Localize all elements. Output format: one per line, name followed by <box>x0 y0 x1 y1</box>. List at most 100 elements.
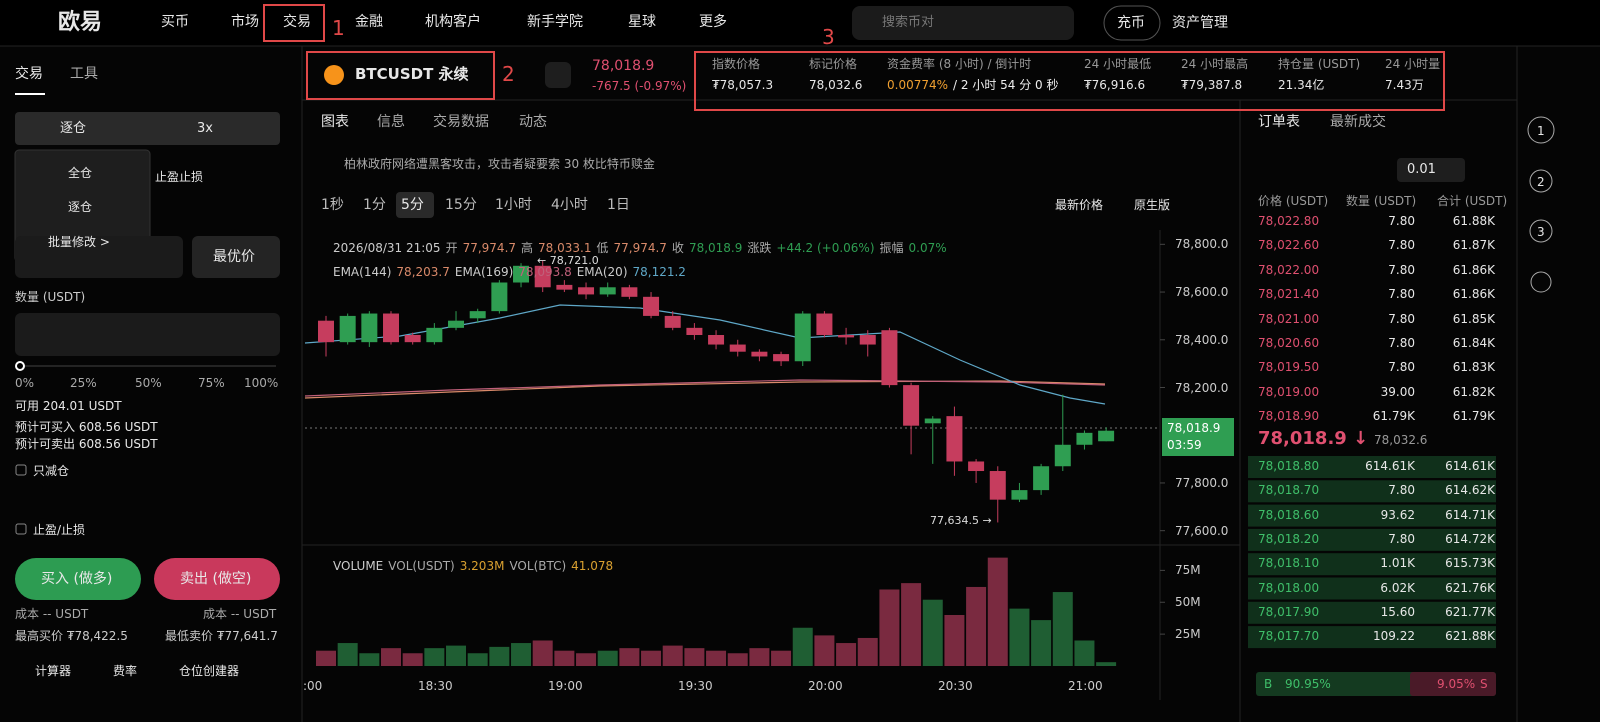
chart-ema: 78,093.8 <box>518 265 572 279</box>
candle-body <box>794 313 811 362</box>
add-icon[interactable] <box>1530 271 1552 293</box>
sell-button[interactable] <box>154 558 280 600</box>
chart-vticks-label: 75M <box>1175 563 1201 578</box>
chart-ohlc: 2026/08/31 21:05 <box>333 241 441 255</box>
interval-active <box>396 192 434 218</box>
left-tools[interactable]: 费率 <box>113 664 138 678</box>
side-circle[interactable] <box>1529 219 1553 243</box>
chart-ohlc: 77,974.7 <box>462 241 517 255</box>
star-button[interactable] <box>545 62 571 88</box>
buy-button[interactable] <box>15 558 141 600</box>
chart-tabs[interactable]: 动态 <box>519 114 547 130</box>
left-tools[interactable]: 仓位创建器 <box>179 664 240 678</box>
book-step[interactable]: 0.01 <box>1407 162 1436 177</box>
candle-body <box>318 320 334 343</box>
search-box[interactable] <box>852 6 1074 40</box>
deposit-button[interactable] <box>1103 5 1161 41</box>
volume-bar <box>381 648 402 666</box>
book-bids: 93.62 <box>1380 507 1415 522</box>
candle-body <box>534 265 551 288</box>
chart-intervals[interactable]: 5分 <box>401 197 424 213</box>
ohlc-legend: 2026/08/31 21:05 开 77,974.7 高 78,033.1 低 77,97… <box>333 240 947 256</box>
left-best[interactable]: 最优价 <box>213 249 255 265</box>
left-cost-buy: 成本 -- USDT <box>15 607 89 621</box>
candle-body <box>643 296 660 316</box>
sidebar[interactable]: 2 <box>1537 175 1545 189</box>
candle-body <box>1033 466 1050 491</box>
sidebar[interactable]: 3 <box>1537 225 1545 239</box>
btc-icon <box>324 65 344 85</box>
left-tabs[interactable]: 工具 <box>70 66 98 82</box>
nav-items[interactable]: 交易 <box>283 14 311 30</box>
left-max-buy: 最高买价 ₮78,422.5 <box>15 629 128 643</box>
chart-version[interactable]: 原生版 <box>1134 198 1171 212</box>
chart-intervals[interactable]: 1分 <box>363 197 386 213</box>
nav-items[interactable]: 星球 <box>628 14 656 30</box>
nav-items[interactable]: 金融 <box>355 14 383 30</box>
candle-body <box>708 335 725 345</box>
left-dropdown[interactable]: 批量修改 > <box>48 235 110 249</box>
ticker-change: -767.5 (-0.97%) <box>592 79 687 93</box>
chart-ohlc: 78,018.9 <box>688 241 743 255</box>
left-dropdown[interactable]: 全仓 <box>68 166 93 180</box>
nav-items[interactable]: 市场 <box>231 14 259 30</box>
best-price-button[interactable] <box>192 236 280 278</box>
side-circle[interactable] <box>1529 169 1553 193</box>
highlight-box <box>694 51 1445 111</box>
chart-ema: EMA(144) <box>333 265 392 279</box>
book-asks: 61.88K <box>1452 214 1495 228</box>
nav-deposit[interactable]: 充币 <box>1117 15 1145 31</box>
left-dropdown[interactable]: 逐仓 <box>68 200 93 214</box>
price-input[interactable] <box>15 236 183 278</box>
volume-bar <box>727 653 748 666</box>
chart-yticks-label: 78,600.0 <box>1175 285 1229 300</box>
chart-intervals[interactable]: 1小时 <box>495 197 532 213</box>
chart-low-label: 77,634.5 → <box>930 514 992 527</box>
chart-tabs[interactable]: 交易数据 <box>433 114 489 130</box>
chart-intervals[interactable]: 1日 <box>607 197 630 213</box>
chart-tabs[interactable]: 信息 <box>377 114 405 130</box>
nav-items[interactable]: 更多 <box>699 14 727 30</box>
nav-items[interactable]: 机构客户 <box>425 14 481 30</box>
left-sell[interactable]: 卖出 (做空) <box>180 571 252 587</box>
checkbox[interactable] <box>15 464 27 476</box>
step-select[interactable] <box>1397 158 1465 182</box>
chart-intervals[interactable]: 4小时 <box>551 197 588 213</box>
checkbox[interactable] <box>15 523 27 535</box>
nav-items[interactable]: 新手学院 <box>527 14 583 30</box>
volume-bar <box>901 583 922 666</box>
left-qty: 数量 (USDT) <box>15 290 86 304</box>
chart-tabs[interactable]: 图表 <box>321 114 349 130</box>
volume-legend: VOLUME VOL(USDT) 3.203M VOL(BTC) 41.078 <box>333 558 613 574</box>
margin-select[interactable] <box>15 112 280 145</box>
book-bids: 621.77K <box>1445 604 1495 619</box>
qty-input[interactable] <box>15 313 280 356</box>
left-tools[interactable]: 计算器 <box>35 664 72 678</box>
slider-knob[interactable] <box>15 361 25 371</box>
annotations: 2 <box>502 62 515 86</box>
candle-body <box>881 330 898 386</box>
book-tabs[interactable]: 订单表 <box>1258 114 1300 130</box>
ticker-stats-value: ₮76,916.6 <box>1084 78 1146 92</box>
side-circle[interactable] <box>1527 116 1555 144</box>
nav-items[interactable]: 买币 <box>161 14 189 30</box>
book-tabs[interactable]: 最新成交 <box>1330 114 1386 130</box>
ticker-stats-label: 指数价格 <box>712 57 761 71</box>
candle-body <box>556 284 573 290</box>
ticker-stats-value: 0.00774% <box>887 78 949 92</box>
left-tabs[interactable]: 交易 <box>15 66 43 82</box>
book-asks: 7.80 <box>1388 287 1415 302</box>
left-buy[interactable]: 买入 (做多) <box>41 571 113 587</box>
volume-bar <box>857 637 878 666</box>
nav-assets[interactable]: 资产管理 <box>1172 15 1228 31</box>
chart-intervals[interactable]: 15分 <box>445 197 477 213</box>
book-headers: 合计 (USDT) <box>1437 194 1508 208</box>
chart-price-type[interactable]: 最新价格 <box>1055 198 1104 212</box>
chart-intervals[interactable]: 1秒 <box>321 197 344 213</box>
volume-bar <box>532 640 553 666</box>
candle-body <box>599 287 616 295</box>
left-min-sell: 最低卖价 ₮77,641.7 <box>165 629 278 643</box>
sidebar[interactable]: 1 <box>1537 124 1545 138</box>
book-asks: 78,022.80 <box>1258 214 1320 228</box>
left-leverage: 3x <box>197 121 213 136</box>
